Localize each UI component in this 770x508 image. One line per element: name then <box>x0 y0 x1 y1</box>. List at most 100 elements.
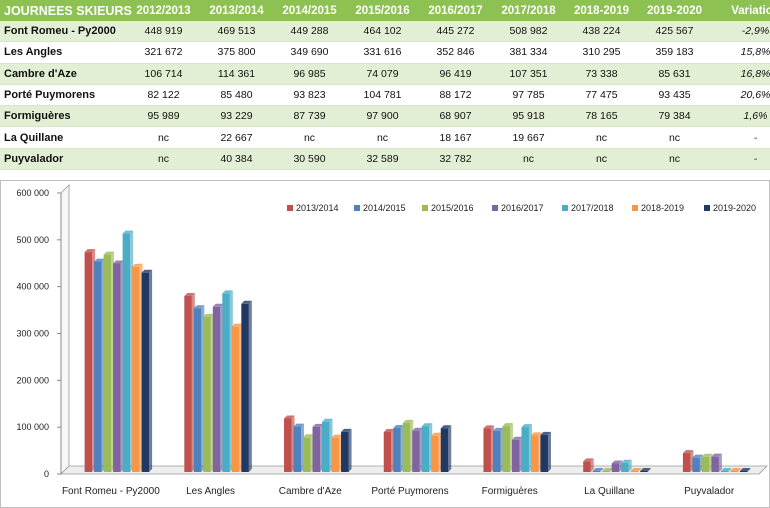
bar-top <box>184 293 195 297</box>
bar-side <box>747 468 751 472</box>
bar <box>293 426 302 472</box>
bar-side <box>448 425 452 472</box>
bar <box>84 252 93 472</box>
bar-top <box>303 434 314 438</box>
bar-top <box>94 258 105 262</box>
bar <box>284 418 292 472</box>
bar-top <box>592 468 604 471</box>
bar <box>193 308 202 472</box>
value-cell: 82 122 <box>127 84 200 107</box>
value-cell: 73 338 <box>565 63 638 85</box>
table-row: Formiguères 95 989 93 229 87 739 97 900 68 90… <box>0 105 770 128</box>
bar-side <box>737 468 741 472</box>
column-header: 2018-2019 <box>565 0 638 21</box>
station-name-cell: Porté Puymorens <box>0 84 127 107</box>
legend-label: 2017/2018 <box>571 203 614 213</box>
bar <box>132 266 140 472</box>
bar-top <box>530 432 542 436</box>
value-cell: 87 739 <box>273 105 346 128</box>
bar-top <box>511 436 523 440</box>
legend-label: 2019-2020 <box>713 203 756 213</box>
bar-top <box>341 428 352 432</box>
bar <box>141 272 150 472</box>
bar-top <box>630 468 642 471</box>
variation-cell: - <box>711 148 770 171</box>
value-cell: 425 567 <box>638 21 711 43</box>
bar <box>122 233 131 472</box>
value-cell: nc <box>273 126 346 149</box>
station-name-cell: Puyvalador <box>0 148 127 171</box>
bar-top <box>421 423 433 427</box>
bar-top <box>103 251 115 255</box>
chart-svg: 0 100 000 200 000 300 000 400 000 500 000 600 … <box>16 184 768 497</box>
value-cell: 310 295 <box>565 41 638 64</box>
bar-top <box>602 468 613 471</box>
legend-label: 2016/2017 <box>501 203 544 213</box>
x-category-label: Porté Puymorens <box>371 486 448 497</box>
bar-side <box>590 458 594 472</box>
legend-swatch <box>562 205 568 211</box>
variation-cell: 1,6% <box>711 105 770 128</box>
bar-top <box>84 249 96 253</box>
column-header: 2019-2020 <box>638 0 711 21</box>
bar <box>113 263 121 472</box>
value-cell: 77 475 <box>565 84 638 107</box>
bar-top <box>440 425 452 429</box>
value-cell: nc <box>492 148 565 171</box>
bar-top <box>212 303 224 307</box>
bar <box>402 422 411 472</box>
bar-top <box>730 468 741 471</box>
value-cell: nc <box>346 126 419 149</box>
bar-top <box>312 423 324 427</box>
y-tick-label: 100 000 <box>16 422 49 432</box>
table-row: Puyvalador nc 40 384 30 590 32 589 32 782 nc nc… <box>0 148 770 171</box>
bar <box>602 471 610 472</box>
value-cell: 331 616 <box>346 41 419 64</box>
value-cell: nc <box>638 126 711 149</box>
value-cell: 97 785 <box>492 84 565 107</box>
bar <box>222 293 230 472</box>
bar-side <box>547 431 551 472</box>
y-tick-label: 300 000 <box>16 329 49 339</box>
table-row: Porté Puymorens 82 122 85 480 93 823 104 781… <box>0 84 770 107</box>
y-tick-label: 0 <box>44 469 49 479</box>
value-cell: 375 800 <box>200 41 273 64</box>
value-cell: nc <box>127 148 200 171</box>
value-cell: 93 435 <box>638 84 711 107</box>
y-tick-label: 200 000 <box>16 375 49 385</box>
value-cell: 114 361 <box>200 63 273 85</box>
bar <box>640 471 648 472</box>
bar-side <box>600 468 604 472</box>
x-category-label: Font Romeu - Py2000 <box>62 486 160 497</box>
station-name-cell: Formiguères <box>0 105 127 128</box>
value-cell: nc <box>638 148 711 171</box>
bar <box>682 453 691 472</box>
variation-cell: 16,8% <box>711 63 770 85</box>
value-cell: 104 781 <box>346 84 419 107</box>
table-row: La Quillane nc 22 667 nc nc 18 167 19 667 nc nc - <box>0 126 770 149</box>
y-tick-label: 600 000 <box>16 188 49 198</box>
bar-top <box>412 427 423 431</box>
bar <box>521 427 529 472</box>
bar-top <box>611 460 623 464</box>
value-cell: 88 172 <box>419 84 492 107</box>
value-cell: 448 919 <box>127 21 200 43</box>
x-category-label: Formiguères <box>482 486 538 497</box>
value-cell: 95 918 <box>492 105 565 128</box>
bar-side <box>647 468 651 472</box>
column-header: 2015/2016 <box>346 0 419 21</box>
bar-side <box>728 468 732 472</box>
bar <box>711 456 719 472</box>
bar <box>611 463 620 472</box>
bar <box>341 431 349 472</box>
bar <box>730 471 738 472</box>
value-cell: 321 672 <box>127 41 200 64</box>
value-cell: 93 229 <box>200 105 273 128</box>
x-category-label: Cambre d'Aze <box>279 486 342 497</box>
value-cell: 96 419 <box>419 63 492 85</box>
bar-top <box>711 453 722 457</box>
bar <box>530 435 539 472</box>
value-cell: 93 823 <box>273 84 346 107</box>
column-header: 2013/2014 <box>200 0 273 21</box>
bar <box>322 421 330 472</box>
